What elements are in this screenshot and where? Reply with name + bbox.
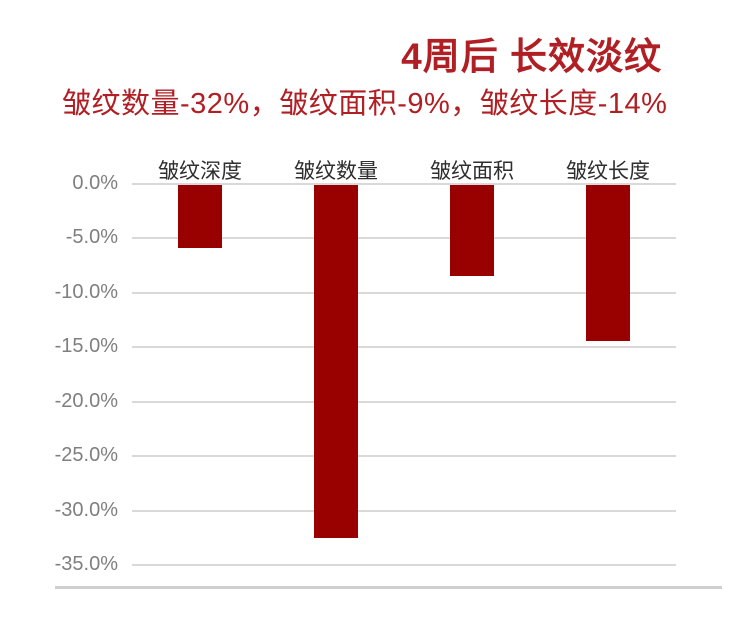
category-label: 皱纹深度 <box>158 160 242 183</box>
bottom-divider <box>55 586 722 589</box>
bar-皱纹数量 <box>314 185 358 538</box>
y-axis-tick-label: -25.0% <box>54 444 118 467</box>
gridline <box>132 291 676 294</box>
category-label: 皱纹数量 <box>294 160 378 183</box>
gridline <box>132 183 676 185</box>
category-label: 皱纹长度 <box>566 160 650 183</box>
category-label: 皱纹面积 <box>430 160 514 183</box>
y-axis-tick-label: 0.0% <box>72 172 118 194</box>
y-axis-tick-label: -5.0% <box>65 226 118 249</box>
gridline <box>132 400 676 403</box>
gridline <box>132 237 676 240</box>
y-axis-tick-label: -15.0% <box>54 335 118 358</box>
gridline <box>132 346 676 349</box>
gridline <box>132 564 676 566</box>
subtitle: 皱纹数量-32%，皱纹面积-9%，皱纹长度-14% <box>62 88 668 120</box>
y-axis-tick-label: -20.0% <box>54 389 118 412</box>
gridline <box>132 509 676 512</box>
bar-皱纹面积 <box>450 185 494 277</box>
bar-皱纹长度 <box>586 185 630 341</box>
bar-皱纹深度 <box>178 185 222 249</box>
y-axis-tick-label: -35.0% <box>54 553 118 575</box>
page-title: 4周后 长效淡纹 <box>401 36 662 77</box>
y-axis-tick-label: -30.0% <box>54 498 118 521</box>
gridline <box>132 455 676 458</box>
y-axis-tick-label: -10.0% <box>54 280 118 303</box>
